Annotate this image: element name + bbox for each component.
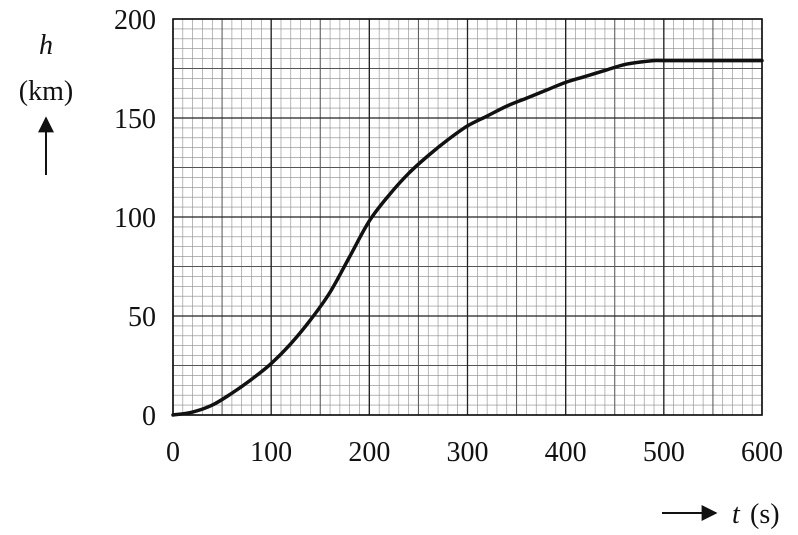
y-tick-labels: 0 50 100 150 200: [114, 5, 156, 432]
x-tick-label: 500: [643, 437, 685, 468]
y-tick-label: 150: [114, 104, 156, 135]
y-axis-symbol: h: [39, 30, 53, 61]
x-tick-label: 0: [166, 437, 180, 468]
y-tick-label: 200: [114, 5, 156, 36]
y-tick-label: 0: [142, 401, 156, 432]
x-tick-labels: 0 100 200 300 400 500 600: [166, 437, 783, 468]
x-axis-unit: (s): [750, 499, 780, 530]
x-tick-label: 100: [250, 437, 292, 468]
x-tick-label: 300: [447, 437, 489, 468]
x-axis-symbol: t: [732, 499, 741, 530]
plot-frame: [172, 18, 763, 416]
x-tick-label: 600: [741, 437, 783, 468]
y-tick-label: 100: [114, 203, 156, 234]
y-tick-label: 50: [128, 302, 156, 333]
y-axis-unit: (km): [19, 76, 73, 107]
x-tick-label: 400: [545, 437, 587, 468]
series-line-height: [171, 58, 764, 417]
x-tick-label: 200: [348, 437, 390, 468]
